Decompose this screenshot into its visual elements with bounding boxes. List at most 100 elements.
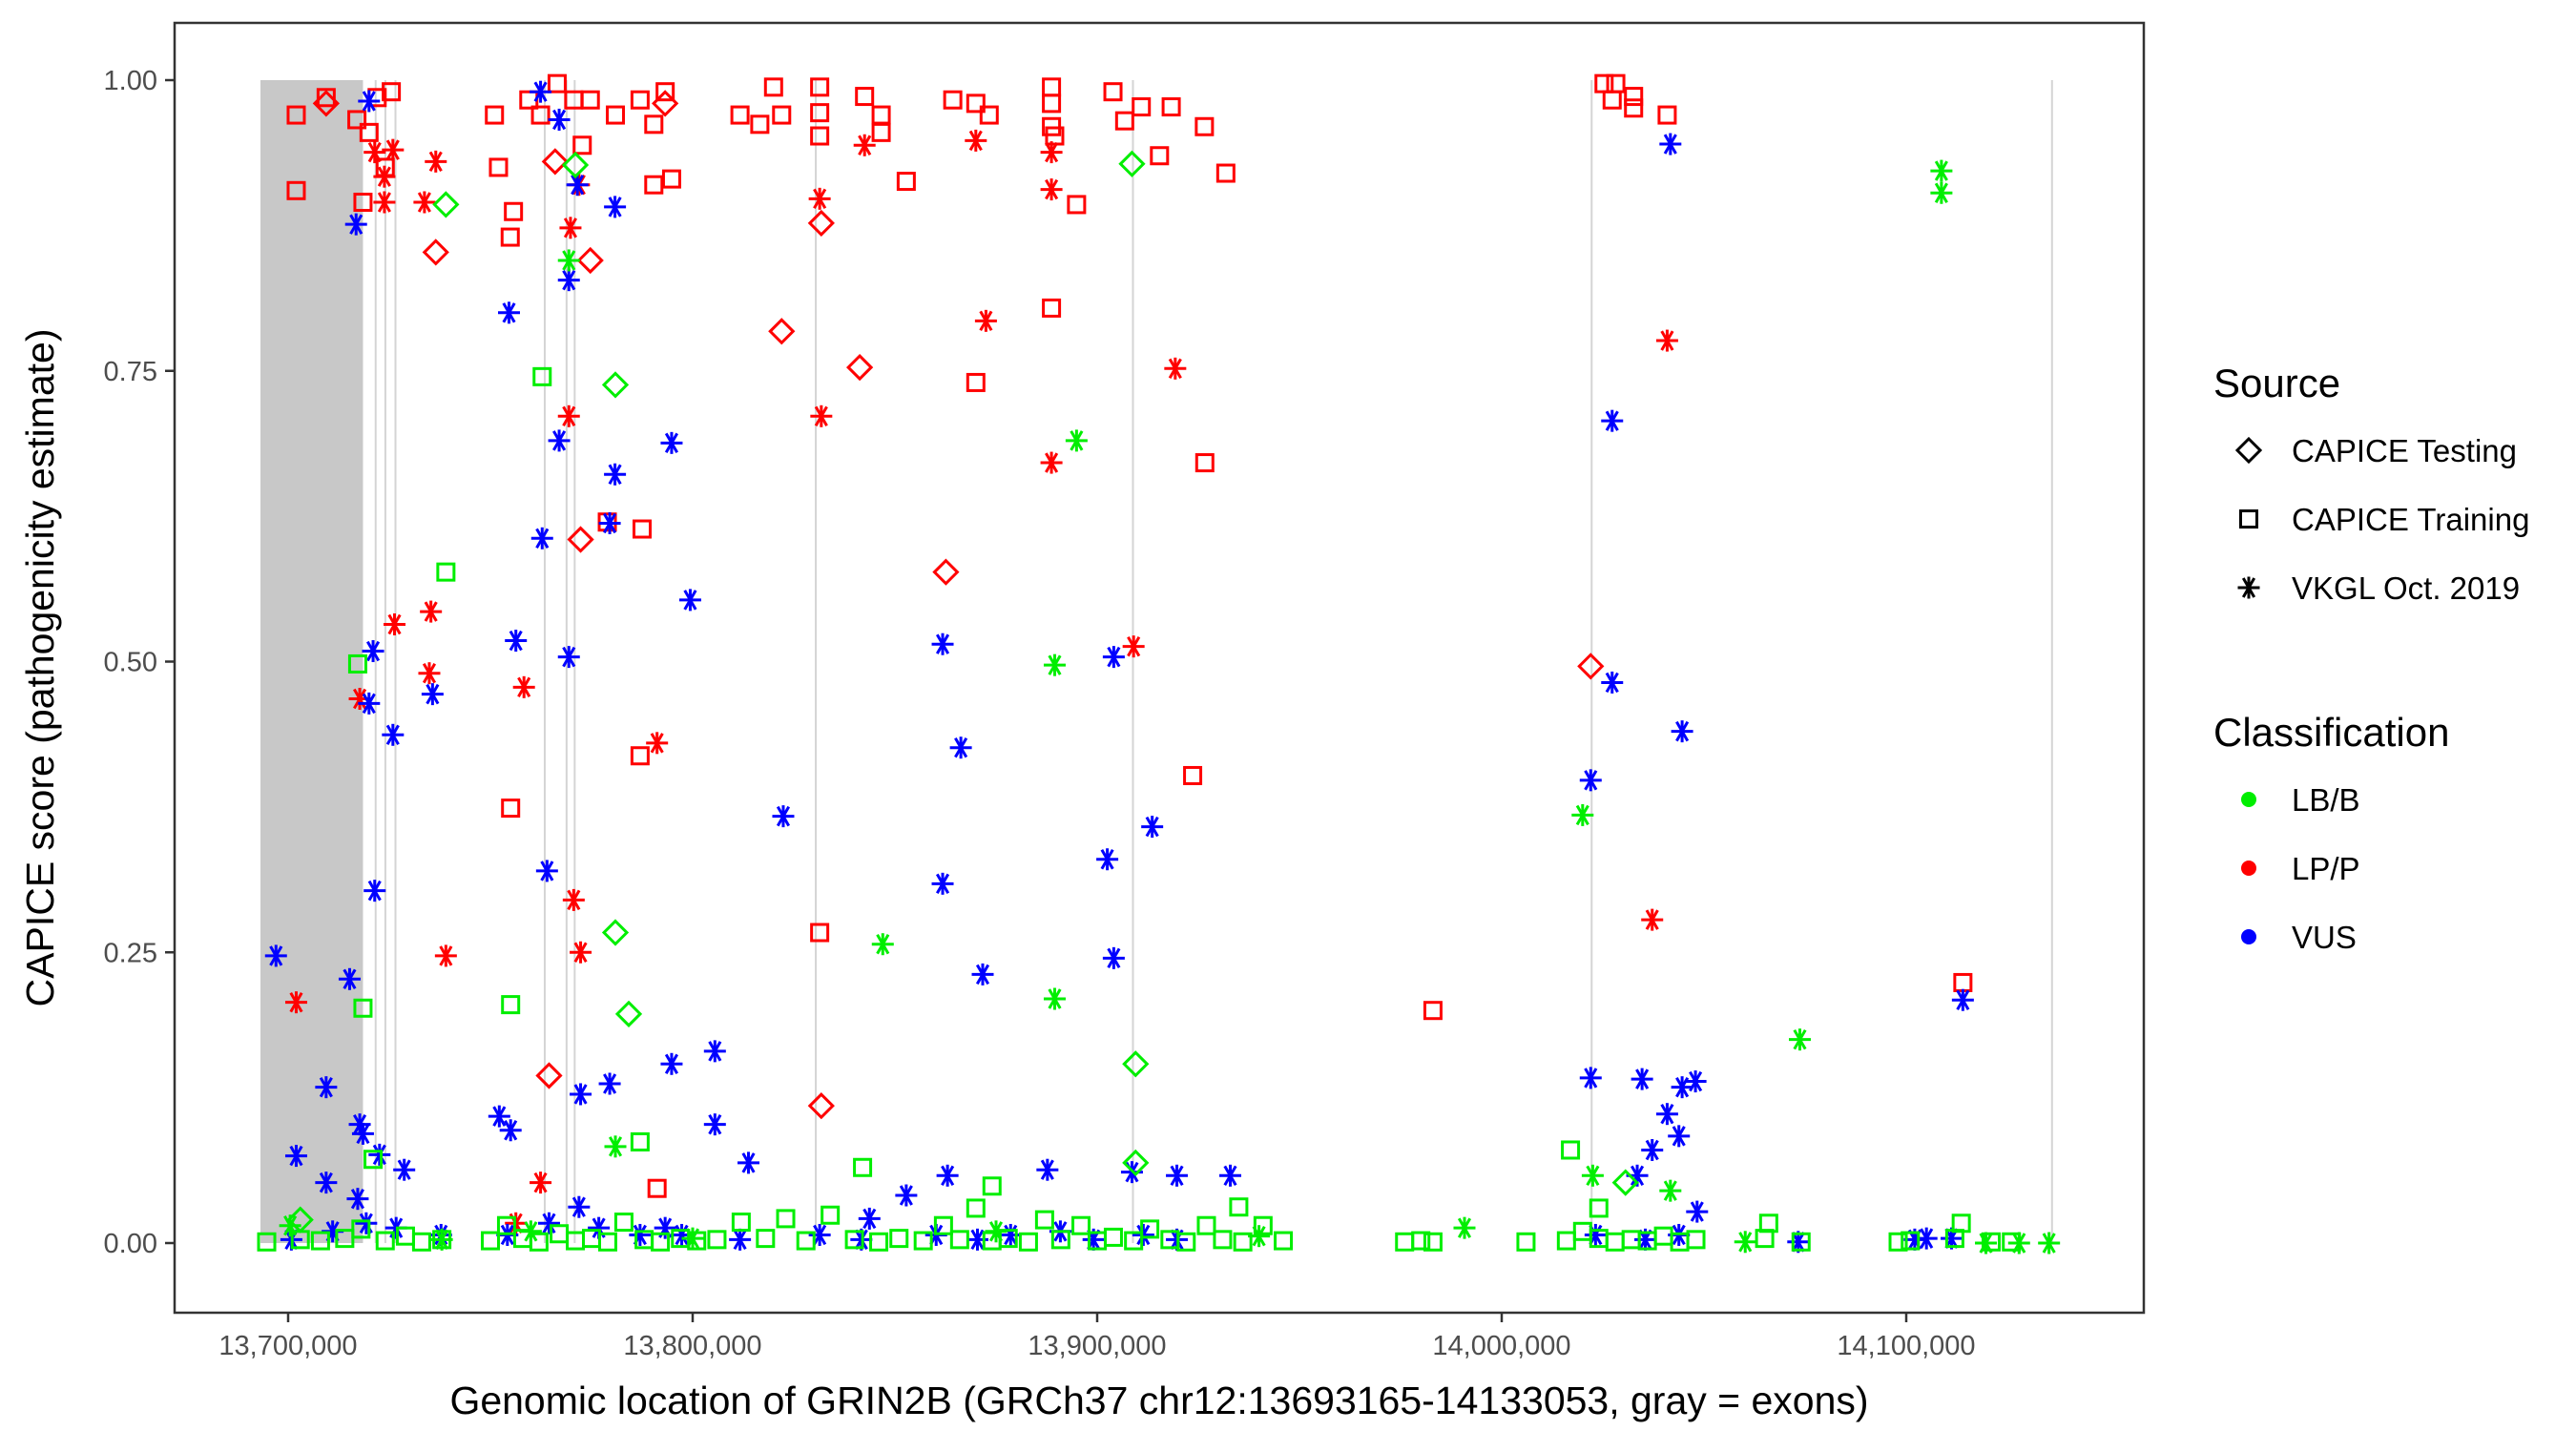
y-tick-label: 0.75 bbox=[104, 357, 157, 387]
data-point-vkgl-vus bbox=[382, 723, 405, 746]
data-point-vkgl-vus bbox=[678, 589, 701, 612]
data-point-vkgl-vus bbox=[530, 80, 552, 103]
data-point-vkgl-vus bbox=[1601, 671, 1624, 694]
data-point-testing-lpp bbox=[567, 526, 594, 553]
data-point-testing-lbb bbox=[601, 919, 630, 946]
exon-region bbox=[394, 80, 397, 1243]
data-point-training-lpp bbox=[580, 90, 600, 110]
data-point-training-lbb bbox=[1274, 1231, 1294, 1251]
data-point-training-lbb bbox=[1034, 1210, 1054, 1230]
data-point-training-lpp bbox=[1114, 111, 1134, 131]
data-point-training-lbb bbox=[1423, 1232, 1443, 1252]
data-point-training-lpp bbox=[488, 157, 509, 177]
data-point-vkgl-vus bbox=[1684, 1070, 1707, 1093]
data-point-vkgl-vus bbox=[1218, 1164, 1241, 1187]
data-point-vkgl-vus bbox=[772, 805, 795, 828]
data-point-testing-lbb bbox=[561, 151, 590, 179]
data-point-vkgl-vus bbox=[505, 630, 528, 653]
data-point-training-lbb bbox=[630, 1131, 650, 1151]
data-point-testing-lbb bbox=[1122, 1149, 1150, 1177]
data-point-training-lpp bbox=[547, 73, 567, 93]
data-point-training-lbb bbox=[1050, 1230, 1070, 1250]
x-tick-label: 14,000,000 bbox=[1432, 1331, 1570, 1361]
plot-panel bbox=[173, 21, 2146, 1315]
data-point-testing-lpp bbox=[932, 558, 960, 586]
data-point-training-lbb bbox=[796, 1231, 816, 1251]
data-point-vkgl-lpp bbox=[1040, 141, 1063, 164]
data-point-training-lpp bbox=[772, 105, 792, 125]
data-point-training-lpp bbox=[871, 122, 891, 142]
data-point-testing-lpp bbox=[1577, 653, 1605, 680]
data-point-training-lbb bbox=[1589, 1198, 1609, 1218]
data-point-vkgl-lpp bbox=[1040, 451, 1063, 474]
data-point-training-lbb bbox=[481, 1231, 500, 1251]
data-point-vkgl-vus bbox=[1655, 1103, 1678, 1126]
data-point-vkgl-vus bbox=[604, 463, 627, 486]
data-point-vkgl-vus bbox=[931, 633, 954, 655]
data-point-training-lbb bbox=[1791, 1232, 1811, 1252]
data-point-training-lbb bbox=[1686, 1230, 1706, 1250]
data-point-training-lpp bbox=[1195, 453, 1215, 473]
data-point-training-lpp bbox=[1624, 87, 1644, 107]
data-point-vkgl-lpp bbox=[965, 129, 987, 152]
data-point-training-lpp bbox=[630, 90, 650, 110]
x-axis-title: Genomic location of GRIN2B (GRCh37 chr12… bbox=[449, 1379, 1868, 1422]
data-point-training-lpp bbox=[630, 746, 650, 766]
data-point-vkgl-lbb bbox=[1930, 181, 1953, 204]
data-point-vkgl-lpp bbox=[974, 309, 997, 332]
data-point-training-lpp bbox=[896, 172, 916, 192]
data-point-vkgl-vus bbox=[949, 736, 972, 759]
data-point-training-lbb bbox=[1229, 1197, 1249, 1217]
data-point-training-lpp bbox=[1423, 1001, 1443, 1021]
data-point-vkgl-lpp bbox=[559, 217, 582, 239]
data-point-training-lbb bbox=[1140, 1219, 1160, 1239]
legend-color-dot-icon bbox=[2241, 929, 2256, 944]
data-point-training-lbb bbox=[821, 1205, 841, 1225]
data-point-training-lpp bbox=[810, 77, 830, 97]
data-point-vkgl-lbb bbox=[1659, 1179, 1682, 1202]
data-point-training-lbb bbox=[853, 1157, 873, 1177]
data-point-vkgl-vus bbox=[344, 213, 367, 236]
x-tick-label: 14,100,000 bbox=[1837, 1331, 1975, 1361]
data-point-vkgl-lpp bbox=[646, 732, 669, 755]
exon-region bbox=[543, 80, 546, 1243]
data-point-training-lbb bbox=[347, 653, 367, 674]
data-point-vkgl-lbb bbox=[1043, 653, 1066, 676]
x-tick-label: 13,700,000 bbox=[218, 1331, 357, 1361]
data-point-testing-lpp bbox=[807, 1092, 835, 1120]
data-point-vkgl-vus bbox=[1579, 769, 1602, 792]
data-point-vkgl-lbb bbox=[1788, 1028, 1811, 1051]
data-point-training-lpp bbox=[1215, 163, 1236, 183]
data-point-vkgl-lbb bbox=[681, 1227, 704, 1250]
data-point-vkgl-lpp bbox=[557, 404, 580, 427]
data-point-training-lpp bbox=[943, 90, 963, 110]
data-point-vkgl-lpp bbox=[284, 991, 307, 1014]
data-point-vkgl-vus bbox=[999, 1223, 1022, 1246]
data-point-training-lpp bbox=[353, 192, 373, 212]
y-tick-label: 1.00 bbox=[104, 66, 157, 96]
data-point-training-lpp bbox=[606, 105, 626, 125]
data-point-training-lpp bbox=[530, 105, 551, 125]
data-point-training-lbb bbox=[1071, 1215, 1091, 1235]
data-point-vkgl-lpp bbox=[530, 1172, 552, 1194]
legend-source-label: CAPICE Training bbox=[2292, 502, 2529, 537]
data-point-vkgl-vus bbox=[671, 1223, 694, 1246]
data-point-training-lbb bbox=[1176, 1232, 1196, 1252]
y-tick-label: 0.25 bbox=[104, 938, 157, 968]
legend-source-label: CAPICE Testing bbox=[2292, 433, 2517, 468]
data-point-training-lpp bbox=[1657, 105, 1677, 125]
data-point-training-lbb bbox=[496, 1215, 516, 1235]
data-point-training-lpp bbox=[286, 180, 306, 200]
data-point-testing-lpp bbox=[535, 1062, 563, 1089]
data-point-training-lpp bbox=[644, 175, 664, 195]
data-point-testing-lbb bbox=[601, 371, 630, 399]
data-point-vkgl-vus bbox=[1671, 1076, 1693, 1099]
data-point-vkgl-lpp bbox=[434, 944, 457, 967]
data-point-training-lpp bbox=[979, 105, 999, 125]
exon-region bbox=[573, 80, 576, 1243]
data-point-training-lpp bbox=[655, 82, 675, 102]
data-point-training-lbb bbox=[436, 562, 456, 582]
data-point-vkgl-vus bbox=[338, 967, 361, 990]
legend-source-label: VKGL Oct. 2019 bbox=[2292, 570, 2520, 606]
